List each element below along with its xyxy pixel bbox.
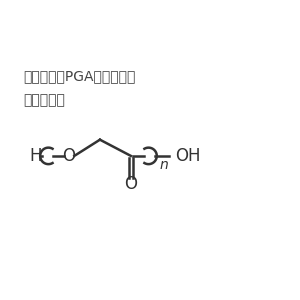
Text: OH: OH: [175, 147, 200, 165]
Text: 聚乙醇酸（PGA）产品说明: 聚乙醇酸（PGA）产品说明: [23, 69, 136, 83]
Text: n: n: [159, 158, 168, 172]
Text: O: O: [62, 147, 76, 165]
Text: O: O: [124, 176, 137, 194]
Text: 化学结构：: 化学结构：: [23, 93, 65, 107]
Text: H: H: [29, 147, 41, 165]
